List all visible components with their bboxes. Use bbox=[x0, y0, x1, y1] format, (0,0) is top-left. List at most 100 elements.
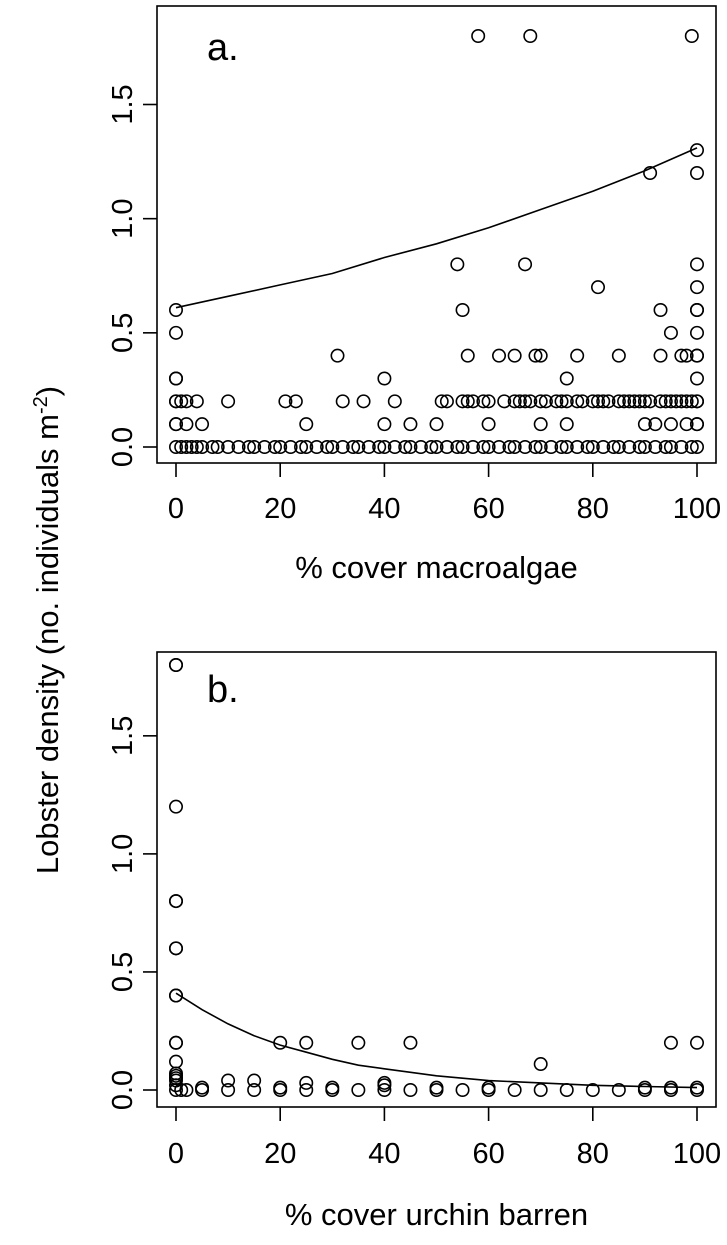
data-point bbox=[689, 1035, 704, 1050]
data-point bbox=[299, 1075, 314, 1090]
data-point bbox=[674, 348, 689, 363]
data-point bbox=[267, 439, 282, 454]
data-point bbox=[658, 394, 673, 409]
data-point bbox=[643, 394, 658, 409]
data-point bbox=[689, 371, 704, 386]
data-point bbox=[518, 394, 533, 409]
data-point bbox=[492, 348, 507, 363]
data-point bbox=[278, 394, 293, 409]
data-point bbox=[617, 394, 632, 409]
data-point bbox=[481, 1080, 496, 1095]
data-point bbox=[518, 439, 533, 454]
data-point bbox=[169, 371, 184, 386]
data-point bbox=[403, 417, 418, 432]
y-tick-label: 1.5 bbox=[107, 84, 139, 124]
data-point bbox=[455, 439, 470, 454]
data-point bbox=[195, 439, 210, 454]
data-point bbox=[637, 417, 652, 432]
data-point bbox=[335, 439, 350, 454]
data-point bbox=[523, 394, 538, 409]
data-point bbox=[507, 439, 522, 454]
data-point bbox=[221, 1083, 236, 1098]
y-tick-label: 1.0 bbox=[107, 199, 139, 239]
data-point bbox=[377, 1078, 392, 1093]
data-point bbox=[221, 439, 236, 454]
data-point bbox=[684, 28, 699, 43]
x-tick-label: 60 bbox=[472, 493, 504, 525]
x-tick-label: 100 bbox=[673, 493, 721, 525]
data-point bbox=[195, 1080, 210, 1095]
data-point bbox=[174, 439, 189, 454]
data-point bbox=[325, 1080, 340, 1095]
data-point bbox=[523, 28, 538, 43]
data-point bbox=[669, 394, 684, 409]
data-point bbox=[184, 439, 199, 454]
data-point bbox=[663, 325, 678, 340]
data-point bbox=[205, 439, 220, 454]
data-point bbox=[351, 1035, 366, 1050]
data-point bbox=[611, 1083, 626, 1098]
data-point bbox=[643, 166, 658, 181]
data-point bbox=[434, 394, 449, 409]
data-point bbox=[351, 439, 366, 454]
data-point bbox=[169, 325, 184, 340]
data-point bbox=[533, 348, 548, 363]
data-point bbox=[424, 439, 439, 454]
data-point bbox=[544, 439, 559, 454]
y-tick-label: 1.5 bbox=[107, 716, 139, 756]
data-point bbox=[689, 257, 704, 272]
data-point bbox=[455, 394, 470, 409]
y-tick-label: 1.0 bbox=[107, 834, 139, 874]
data-point bbox=[648, 417, 663, 432]
data-point bbox=[627, 394, 642, 409]
data-point bbox=[476, 439, 491, 454]
data-point bbox=[221, 1073, 236, 1088]
data-point bbox=[591, 280, 606, 295]
data-point bbox=[663, 394, 678, 409]
data-point bbox=[591, 394, 606, 409]
data-point bbox=[663, 1035, 678, 1050]
data-point bbox=[481, 439, 496, 454]
data-point bbox=[637, 439, 652, 454]
data-point bbox=[169, 302, 184, 317]
data-point bbox=[231, 439, 246, 454]
data-point bbox=[689, 166, 704, 181]
data-point bbox=[679, 394, 694, 409]
data-point bbox=[653, 302, 668, 317]
x-tick-label: 80 bbox=[577, 493, 609, 525]
data-point bbox=[528, 348, 543, 363]
data-point bbox=[195, 417, 210, 432]
data-point bbox=[648, 439, 663, 454]
data-point bbox=[507, 348, 522, 363]
data-point bbox=[533, 394, 548, 409]
data-point bbox=[575, 394, 590, 409]
data-point bbox=[241, 439, 256, 454]
data-point bbox=[689, 280, 704, 295]
data-point bbox=[299, 439, 314, 454]
data-point bbox=[533, 1083, 548, 1098]
plot-frame bbox=[156, 5, 717, 464]
data-point bbox=[481, 417, 496, 432]
data-point bbox=[465, 394, 480, 409]
data-point bbox=[679, 348, 694, 363]
data-point bbox=[518, 257, 533, 272]
data-point bbox=[398, 439, 413, 454]
data-point bbox=[460, 348, 475, 363]
data-point bbox=[387, 394, 402, 409]
data-point bbox=[611, 394, 626, 409]
y-axis-title-superscript: -2 bbox=[30, 396, 52, 414]
data-point bbox=[455, 1083, 470, 1098]
data-point bbox=[372, 439, 387, 454]
x-tick-label: 40 bbox=[368, 1138, 400, 1170]
data-point bbox=[257, 439, 272, 454]
data-point bbox=[169, 941, 184, 956]
data-point bbox=[169, 1035, 184, 1050]
data-point bbox=[429, 439, 444, 454]
data-point bbox=[403, 439, 418, 454]
data-point bbox=[169, 1083, 184, 1098]
plot-frame bbox=[156, 651, 717, 1108]
data-point bbox=[377, 439, 392, 454]
data-point bbox=[689, 394, 704, 409]
data-point bbox=[439, 394, 454, 409]
data-point bbox=[413, 439, 428, 454]
